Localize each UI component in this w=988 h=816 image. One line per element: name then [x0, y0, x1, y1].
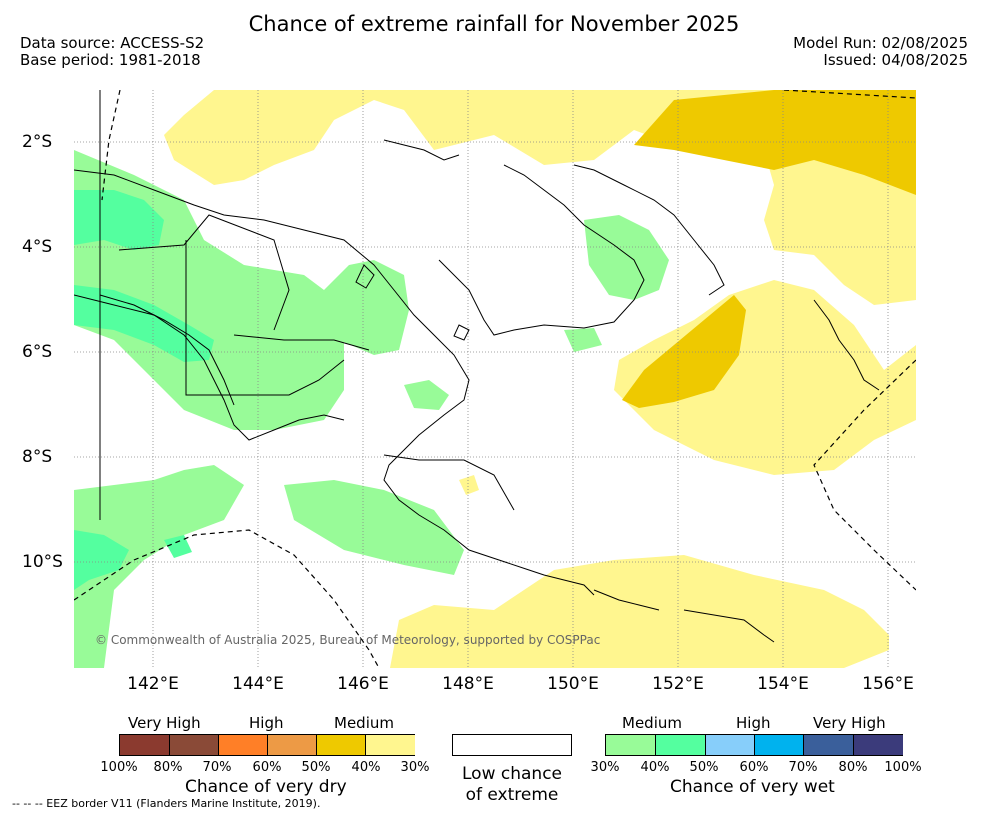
wet-medium-central-north	[324, 260, 409, 355]
wet-tick-100: 100%	[884, 760, 922, 775]
model-run-info: Model Run: 02/08/2025 Issued: 04/08/2025	[793, 35, 968, 69]
copyright-notice: © Commonwealth of Australia 2025, Bureau…	[95, 633, 601, 647]
lon-label-146e: 146°E	[337, 674, 389, 694]
wet-legend-colorbar	[605, 734, 903, 756]
dry-tick-60: 60%	[252, 760, 282, 775]
wet-tick-80: 80%	[838, 760, 868, 775]
data-source-text: Data source: ACCESS-S2	[20, 34, 205, 52]
dry-swatch-40-30	[365, 735, 415, 755]
rainfall-map	[74, 90, 916, 668]
wet-medium-southwest	[74, 465, 244, 668]
map-canvas	[74, 90, 916, 668]
wet-medium-east-island	[584, 215, 669, 300]
wet-swatch-60-70	[754, 735, 805, 755]
dry-tick-50: 50%	[301, 760, 331, 775]
wet-high-south-small	[164, 535, 192, 558]
data-source-info: Data source: ACCESS-S2 Base period: 1981…	[20, 35, 204, 69]
wet-tick-60: 60%	[739, 760, 769, 775]
dry-legend-colorbar	[119, 734, 415, 756]
dry-tick-100: 100%	[100, 760, 138, 775]
lat-label-6s: 6°S	[22, 342, 53, 362]
lon-label-148e: 148°E	[442, 674, 494, 694]
lon-label-156e: 156°E	[862, 674, 914, 694]
dry-tick-30: 30%	[400, 760, 430, 775]
wet-swatch-50-60	[704, 735, 755, 755]
base-period-text: Base period: 1981-2018	[20, 51, 201, 69]
political-borders	[99, 90, 515, 520]
wet-medium-east-patch	[564, 328, 602, 352]
eez-footnote: -- -- -- EEZ border V11 (Flanders Marine…	[12, 797, 321, 810]
wet-swatch-40-50	[655, 735, 706, 755]
dry-legend-high: High	[249, 714, 284, 732]
lon-label-154e: 154°E	[757, 674, 809, 694]
wet-high-southwest	[74, 530, 129, 590]
wet-tick-30: 30%	[590, 760, 620, 775]
eez-borders	[74, 90, 916, 668]
map-title: Chance of extreme rainfall for November …	[248, 12, 740, 36]
map-gridlines	[74, 90, 916, 668]
low-chance-swatch	[452, 734, 572, 756]
dry-swatch-100-80	[120, 735, 169, 755]
wet-legend-medium: Medium	[622, 714, 682, 732]
dry-swatch-50-40	[316, 735, 366, 755]
dry-tick-80: 80%	[153, 760, 183, 775]
wet-medium-south-band	[284, 480, 464, 575]
dry-medium-light-dot	[459, 475, 479, 495]
dry-legend-caption: Chance of very dry	[185, 777, 347, 797]
wet-tick-50: 50%	[689, 760, 719, 775]
wet-swatch-70-80	[803, 735, 854, 755]
wet-swatch-80-100	[852, 735, 903, 755]
dry-medium-light-south	[390, 555, 889, 668]
low-chance-line1: Low chance	[462, 764, 562, 784]
dry-legend-medium: Medium	[334, 714, 394, 732]
lon-label-144e: 144°E	[232, 674, 284, 694]
lon-label-142e: 142°E	[127, 674, 179, 694]
dry-swatch-70-60	[218, 735, 268, 755]
dry-swatch-60-50	[267, 735, 317, 755]
wet-tick-70: 70%	[788, 760, 818, 775]
lat-label-8s: 8°S	[22, 447, 53, 467]
lat-label-2s: 2°S	[22, 132, 53, 152]
lon-label-150e: 150°E	[547, 674, 599, 694]
wet-legend-caption: Chance of very wet	[670, 777, 835, 797]
wet-high-west-north	[74, 190, 164, 250]
lon-label-152e: 152°E	[652, 674, 704, 694]
model-run-text: Model Run: 02/08/2025	[793, 34, 968, 52]
dry-medium-light-east	[614, 280, 916, 475]
wet-tick-40: 40%	[640, 760, 670, 775]
dry-swatch-80-70	[169, 735, 219, 755]
lat-label-10s: 10°S	[22, 552, 63, 572]
dry-tick-40: 40%	[351, 760, 381, 775]
lat-label-4s: 4°S	[22, 237, 53, 257]
dry-medium-northeast	[634, 90, 916, 195]
issued-text: Issued: 04/08/2025	[823, 51, 968, 69]
wet-legend-very-high: Very High	[813, 714, 886, 732]
dry-legend-very-high: Very High	[128, 714, 201, 732]
wet-legend-high: High	[736, 714, 771, 732]
dry-medium-east	[622, 295, 746, 408]
dry-tick-70: 70%	[202, 760, 232, 775]
wet-medium-central-patch	[404, 380, 449, 410]
low-chance-label: Low chance of extreme	[442, 764, 582, 806]
low-chance-line2: of extreme	[465, 785, 559, 805]
wet-swatch-30-40	[606, 735, 656, 755]
